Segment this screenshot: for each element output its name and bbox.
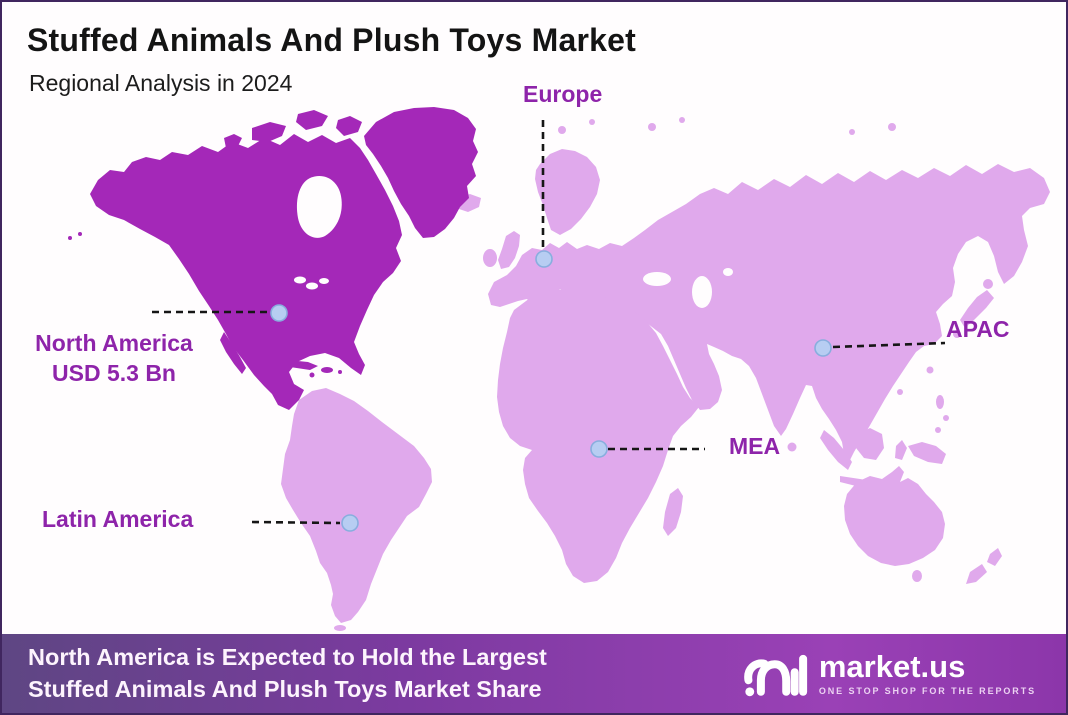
leader-line-latin-america (251, 520, 341, 525)
map-sea-cutouts (643, 268, 733, 308)
north-america-name: North America (35, 330, 193, 356)
banner-headline: North America is Expected to Hold the La… (2, 642, 547, 705)
marker-latin-america (341, 514, 359, 532)
logo-tagline: ONE STOP SHOP FOR THE REPORTS (818, 686, 1036, 696)
market-us-logo: market.us ONE STOP SHOP FOR THE REPORTS (744, 647, 1066, 701)
logo-brand-name: market.us (818, 649, 966, 684)
map-light-regions (281, 117, 1050, 631)
region-markers (270, 250, 832, 532)
bottom-banner: North America is Expected to Hold the La… (2, 634, 1066, 713)
banner-line-2: Stuffed Animals And Plush Toys Market Sh… (28, 675, 542, 702)
marker-mea (590, 440, 608, 458)
map-lakes (294, 176, 342, 290)
leader-line-apac (832, 341, 946, 349)
banner-line-1: North America is Expected to Hold the La… (28, 643, 547, 670)
region-label-north-america: North America USD 5.3 Bn (14, 330, 214, 387)
page-subtitle: Regional Analysis in 2024 (29, 70, 293, 96)
marker-apac (814, 339, 832, 357)
marker-north-america (270, 304, 288, 322)
market-us-logo-icon (744, 654, 807, 696)
logo-words: market.us ONE STOP SHOP FOR THE REPORTS (819, 651, 1036, 696)
region-label-mea: MEA (729, 433, 781, 459)
leader-lines (152, 120, 946, 525)
page-title: Stuffed Animals And Plush Toys Market (27, 22, 636, 58)
region-label-europe: Europe (523, 81, 603, 107)
marker-europe (535, 250, 553, 268)
north-america-value: USD 5.3 Bn (52, 360, 176, 386)
region-label-apac: APAC (946, 316, 1010, 342)
region-label-latin-america: Latin America (42, 506, 194, 532)
